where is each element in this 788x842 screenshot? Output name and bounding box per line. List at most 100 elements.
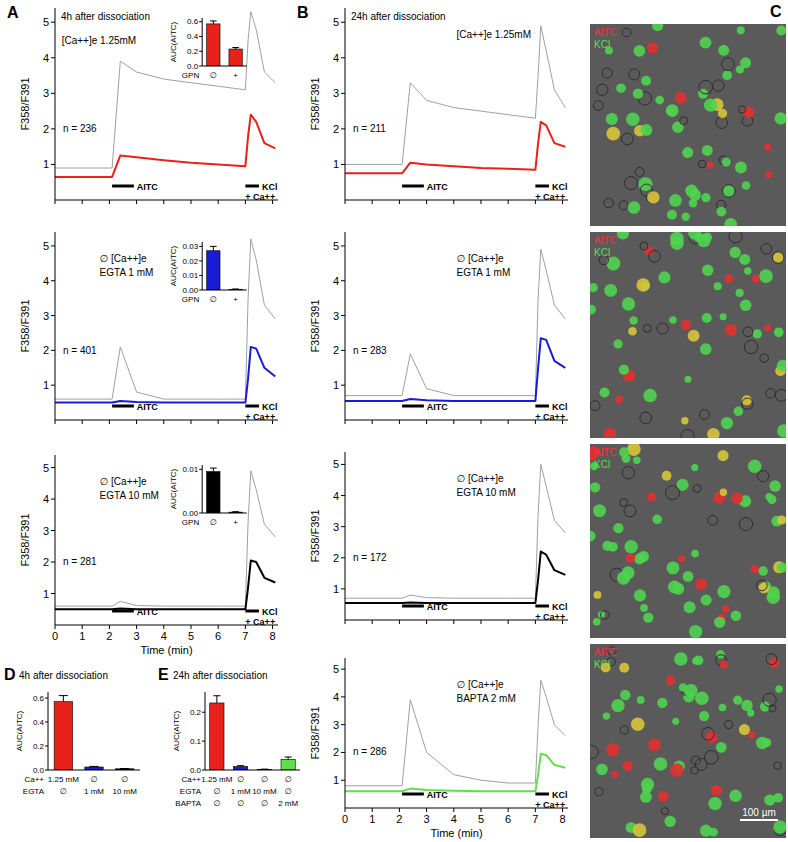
- row-cell: ∅: [121, 775, 128, 784]
- x-tick-label: 4: [161, 630, 167, 642]
- stimulus-bar: [402, 185, 424, 188]
- cell: [667, 210, 677, 220]
- x-tick-label: 5: [188, 630, 194, 642]
- cell: [772, 252, 784, 264]
- cell: [716, 117, 728, 129]
- cell: [702, 727, 715, 740]
- error-bar: [210, 21, 217, 24]
- cell: [730, 247, 741, 258]
- x-tick-label: ∅: [210, 518, 217, 527]
- x-tick-label: 8: [559, 813, 565, 825]
- cell: [714, 617, 725, 628]
- error-bar: [89, 766, 98, 768]
- stimulus-label: KCl: [552, 402, 568, 412]
- image: [590, 24, 786, 226]
- y-tick-label: 5: [43, 240, 49, 252]
- cell: [736, 289, 744, 297]
- y-tick: [341, 350, 345, 351]
- cell: [756, 737, 768, 749]
- cell: [699, 80, 713, 94]
- x-axis: [205, 770, 300, 771]
- cell: [718, 109, 727, 118]
- cell: [596, 763, 608, 775]
- cell: [613, 523, 623, 533]
- bar: [54, 702, 72, 770]
- y-tick: [341, 588, 345, 589]
- y-tick-label: 0.01: [183, 465, 199, 474]
- trace-panel: 12345F358/F391AITCKCl+ Ca++∅ [Ca++]eEGTA…: [309, 232, 568, 424]
- cell: [619, 663, 629, 673]
- cell: [652, 515, 662, 525]
- cell: [722, 605, 730, 613]
- y-axis: [55, 455, 56, 625]
- micrograph: AITCKCl: [586, 227, 788, 443]
- cell: [682, 147, 693, 158]
- y-tick-label: 0.00: [183, 509, 199, 518]
- cell: [634, 553, 645, 564]
- cell: [758, 471, 769, 482]
- cell: [657, 323, 668, 334]
- y-tick-label: 1: [43, 379, 49, 391]
- y-tick-label: 0.0: [190, 766, 202, 775]
- micrograph: AITCKCl: [590, 20, 787, 230]
- y-tick: [199, 469, 202, 470]
- n-label: n = 236: [63, 123, 97, 134]
- x-tick: [136, 200, 137, 204]
- stimulus-label: AITC: [427, 402, 448, 412]
- title: 24h after dissociation: [173, 670, 268, 681]
- cell: [773, 252, 784, 263]
- y-tick-label: 5: [333, 663, 339, 675]
- cell: [643, 324, 651, 332]
- stimulus-label: + Ca++: [535, 612, 565, 622]
- annotation: EGTA 10 mM: [457, 487, 516, 498]
- cell: [758, 566, 767, 575]
- cell: [590, 401, 600, 411]
- row-cell: ∅: [91, 775, 98, 784]
- cell: [695, 691, 709, 705]
- y-axis: [345, 658, 346, 808]
- cell: [739, 517, 752, 530]
- cell: [724, 274, 733, 283]
- stimulus-label: KCl: [262, 182, 278, 192]
- y-tick-label: 0.2: [187, 47, 199, 56]
- cell: [631, 717, 645, 731]
- x-tick: [480, 620, 481, 624]
- cell: [701, 193, 710, 202]
- cell: [629, 69, 640, 80]
- cell: [608, 542, 618, 552]
- trace: [55, 471, 275, 606]
- x-axis: [202, 290, 247, 291]
- y-tick: [51, 22, 55, 23]
- x-tick: [218, 625, 219, 629]
- row-header: EGTA: [180, 787, 202, 796]
- y-tick: [341, 22, 345, 23]
- y-tick: [341, 245, 345, 246]
- stimulus-label: AITC: [137, 607, 158, 617]
- trace-panel: 12345F358/F391AITCKCl+ Ca++∅ [Ca++]eEGTA…: [19, 232, 278, 424]
- y-tick: [45, 698, 48, 699]
- x-tick: [372, 620, 373, 624]
- y-tick: [51, 280, 55, 281]
- stimulus-label: + Ca++: [245, 617, 275, 627]
- x-tick: [345, 808, 346, 812]
- row-header: EGTA: [23, 787, 45, 796]
- cell: [593, 101, 603, 111]
- bar-panel: 0.00.10.2AUC(AITC)Ca++1.25 mM∅∅∅EGTA∅1 m…: [158, 666, 300, 808]
- cell: [649, 251, 661, 263]
- x-axis: [202, 66, 247, 67]
- cell: [681, 320, 691, 330]
- cell: [716, 207, 726, 217]
- x-axis-label: Time (min): [430, 827, 482, 839]
- cell: [720, 488, 727, 495]
- scale-bar-label: 100 µm: [742, 807, 776, 818]
- y-axis: [48, 692, 49, 770]
- cell: [700, 343, 712, 355]
- bars: [207, 21, 243, 66]
- stimulus-bar: [535, 605, 549, 608]
- x-tick: [345, 620, 346, 624]
- stimulus-label: KCl: [552, 182, 568, 192]
- trace: [55, 115, 275, 177]
- y-tick-label: 4: [43, 493, 49, 505]
- cell: [604, 428, 617, 438]
- cell: [703, 233, 713, 243]
